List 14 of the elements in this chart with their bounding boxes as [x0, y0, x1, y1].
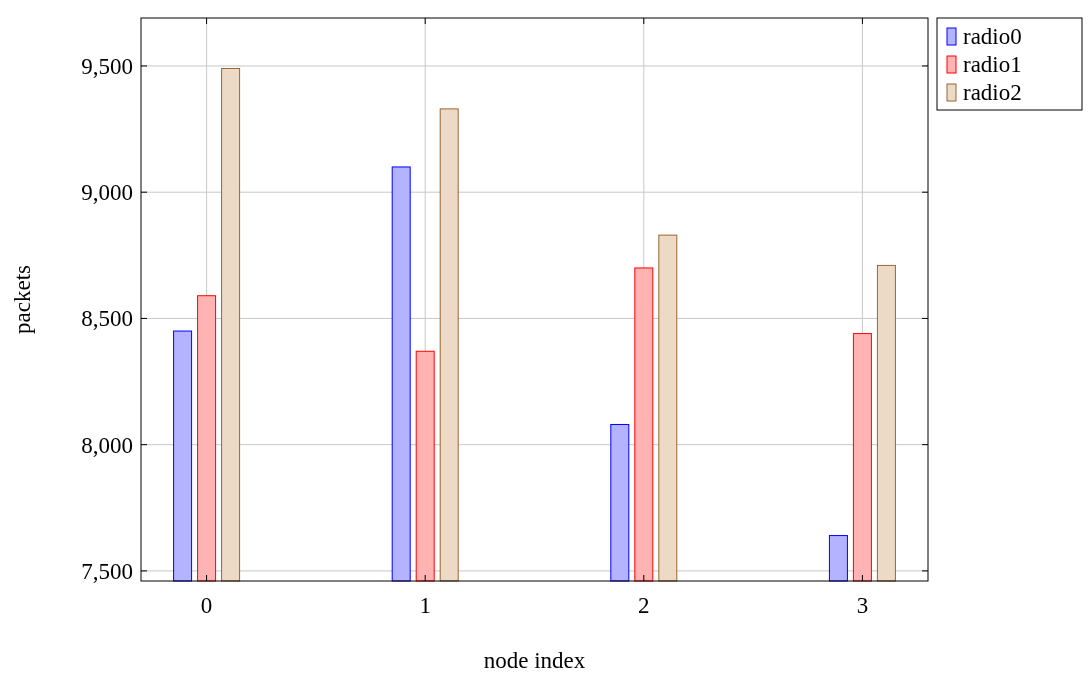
y-tick-label: 9,500 [81, 54, 133, 80]
y-tick-label: 8,500 [81, 306, 133, 332]
legend-label: radio0 [963, 24, 1022, 49]
x-axis-title: node index [483, 648, 586, 673]
y-axis-title: packets [10, 264, 35, 334]
x-tick-label: 1 [419, 593, 431, 618]
y-tick-label: 9,000 [81, 180, 133, 206]
y-tick-label: 7,500 [81, 558, 133, 584]
legend-label: radio1 [963, 52, 1022, 77]
x-tick-label: 3 [856, 593, 869, 618]
x-tick-label: 2 [638, 593, 650, 618]
y-tick-label: 8,000 [81, 432, 133, 458]
x-tick-label: 0 [200, 593, 213, 618]
legend-label: radio2 [963, 80, 1022, 105]
